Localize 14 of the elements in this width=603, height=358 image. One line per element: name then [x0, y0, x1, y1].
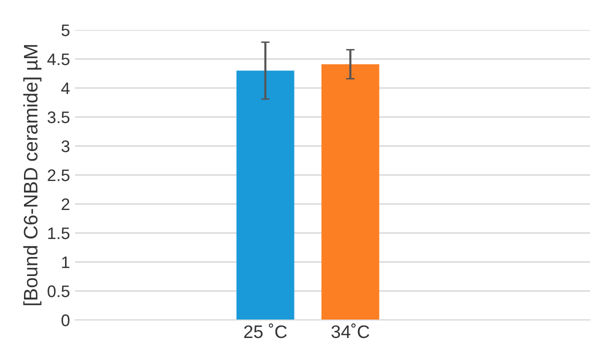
y-tick-label: 3.5	[48, 111, 70, 124]
y-tick-label: 2.5	[48, 169, 70, 182]
y-tick-label: 4	[61, 82, 70, 94]
y-tick-label: 1.5	[48, 228, 70, 240]
y-tick-label: 0	[62, 314, 70, 326]
y-tick-label: 1	[62, 256, 70, 268]
x-tick-label: 34˚C	[331, 323, 370, 338]
y-tick-label: 3	[62, 140, 70, 152]
y-tick-label: 5	[62, 24, 70, 36]
y-tick-label: 0.5	[48, 285, 70, 298]
y-axis-title: [Bound C6-NBD ceramide] µM	[23, 45, 42, 306]
y-tick-label: 4.5	[47, 54, 70, 66]
y-tick-label: 2	[62, 198, 70, 210]
x-tick-label: 25 ˚C	[244, 323, 287, 338]
